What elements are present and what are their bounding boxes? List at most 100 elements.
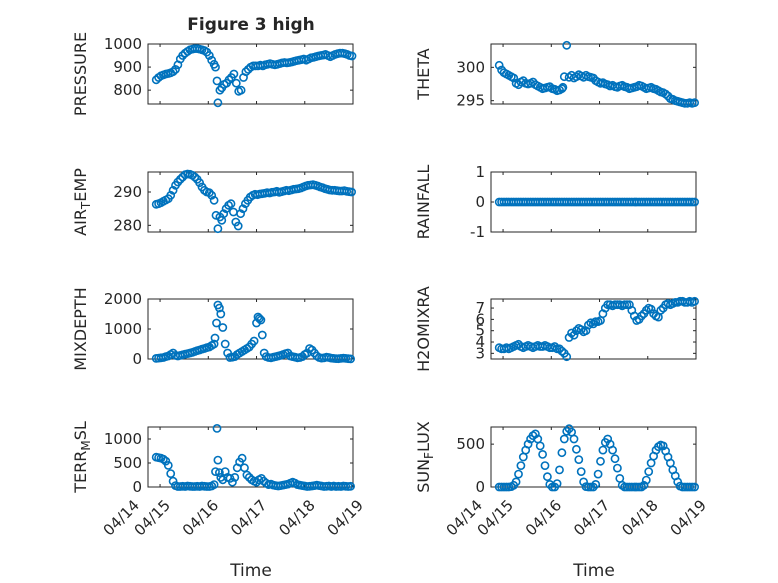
data-point <box>523 439 533 449</box>
data-point <box>603 434 613 444</box>
data-point <box>175 174 185 184</box>
data-point <box>555 344 564 354</box>
y-tick-label: 4 <box>475 333 485 351</box>
data-point <box>641 475 651 485</box>
x-tick-label: 04/15 <box>131 496 174 539</box>
data-point <box>646 304 656 314</box>
data-point <box>256 315 266 325</box>
data-point <box>233 221 243 231</box>
data-point <box>242 470 252 480</box>
data-point <box>608 445 617 455</box>
data-point <box>347 187 356 197</box>
y-tick-label: 300 <box>456 58 485 76</box>
data-point <box>168 185 178 195</box>
data-point <box>591 479 601 489</box>
data-point <box>236 85 246 95</box>
y-tick-label: 2000 <box>104 290 142 308</box>
y-tick-label: 500 <box>113 454 142 472</box>
x-tick-label: 04/15 <box>474 496 517 539</box>
axes-frame <box>490 298 697 360</box>
data-point <box>158 454 168 464</box>
x-axis-label-left: Time <box>229 561 272 581</box>
data-point <box>212 423 222 433</box>
data-point <box>579 477 588 487</box>
y-tick-label: 1000 <box>104 320 142 338</box>
data-point <box>531 429 540 439</box>
data-point <box>562 426 572 436</box>
data-point <box>257 330 267 340</box>
data-point <box>214 468 224 477</box>
data-point <box>569 330 579 340</box>
data-point <box>576 325 586 334</box>
data-point <box>212 318 221 328</box>
data-point <box>639 480 649 490</box>
y-axis-label: H2OMIXRA <box>414 286 433 372</box>
subplot-pressure: 800 900 1000 PRESSURE <box>71 32 357 116</box>
data-point <box>346 481 355 491</box>
data-point <box>241 67 251 77</box>
y-axis-label: SUNFLUX <box>414 421 436 493</box>
data-point <box>219 209 229 219</box>
y-tick-label: 295 <box>456 92 485 110</box>
data-point <box>690 197 699 207</box>
data-point <box>236 209 245 219</box>
data-point <box>557 346 567 356</box>
y-tick-label: 900 <box>113 58 142 76</box>
data-point <box>209 339 219 349</box>
y-axis-label: RAINFALL <box>414 165 433 240</box>
x-tick-label: 04/18 <box>275 496 318 539</box>
data-point <box>214 303 224 313</box>
data-point <box>168 476 178 486</box>
data-point <box>226 199 236 209</box>
y-tick-label: 0 <box>475 193 485 211</box>
y-tick-label: 6 <box>475 310 485 328</box>
data-point <box>168 67 178 77</box>
data-point <box>215 85 225 95</box>
data-point <box>347 51 357 61</box>
data-point <box>209 480 219 489</box>
y-tick-label: 0 <box>132 350 142 368</box>
data-point <box>161 456 171 466</box>
x-tick-label: 04/17 <box>227 496 270 539</box>
data-point <box>213 224 223 234</box>
data-point <box>550 342 560 351</box>
data-point <box>171 65 180 74</box>
data-point <box>213 455 223 465</box>
data-point <box>588 319 598 329</box>
data-point <box>494 60 504 70</box>
data-point <box>216 309 226 319</box>
data-point <box>231 78 241 88</box>
data-point <box>346 354 355 364</box>
data-point <box>596 456 605 466</box>
data-point <box>690 482 699 492</box>
data-point <box>598 445 608 455</box>
x-tick-label: 04/16 <box>179 496 222 539</box>
y-tick-label: 800 <box>113 81 142 99</box>
y-tick-label: 5 <box>475 322 485 340</box>
data-point <box>656 305 666 315</box>
data-point <box>588 482 598 492</box>
y-tick-label: 1 <box>475 163 485 181</box>
data-point <box>218 323 228 332</box>
data-point <box>211 62 220 72</box>
data-point <box>204 51 214 60</box>
data-point <box>574 455 584 464</box>
data-point <box>509 73 519 83</box>
data-point <box>195 178 204 188</box>
y-tick-label: 0 <box>475 478 485 496</box>
data-point <box>163 460 173 470</box>
axes-frame <box>490 426 697 488</box>
data-point <box>230 472 240 482</box>
y-tick-label: 1000 <box>104 430 142 448</box>
data-point <box>593 469 603 479</box>
data-point <box>690 296 699 306</box>
y-tick-label: 0 <box>132 478 142 496</box>
axes-frame <box>147 426 354 488</box>
x-axis-label-right: Time <box>572 561 615 581</box>
data-point <box>584 320 593 330</box>
data-point <box>166 190 176 200</box>
x-tick-label: 04/19 <box>667 496 710 539</box>
x-tick-label: 04/18 <box>618 496 661 539</box>
